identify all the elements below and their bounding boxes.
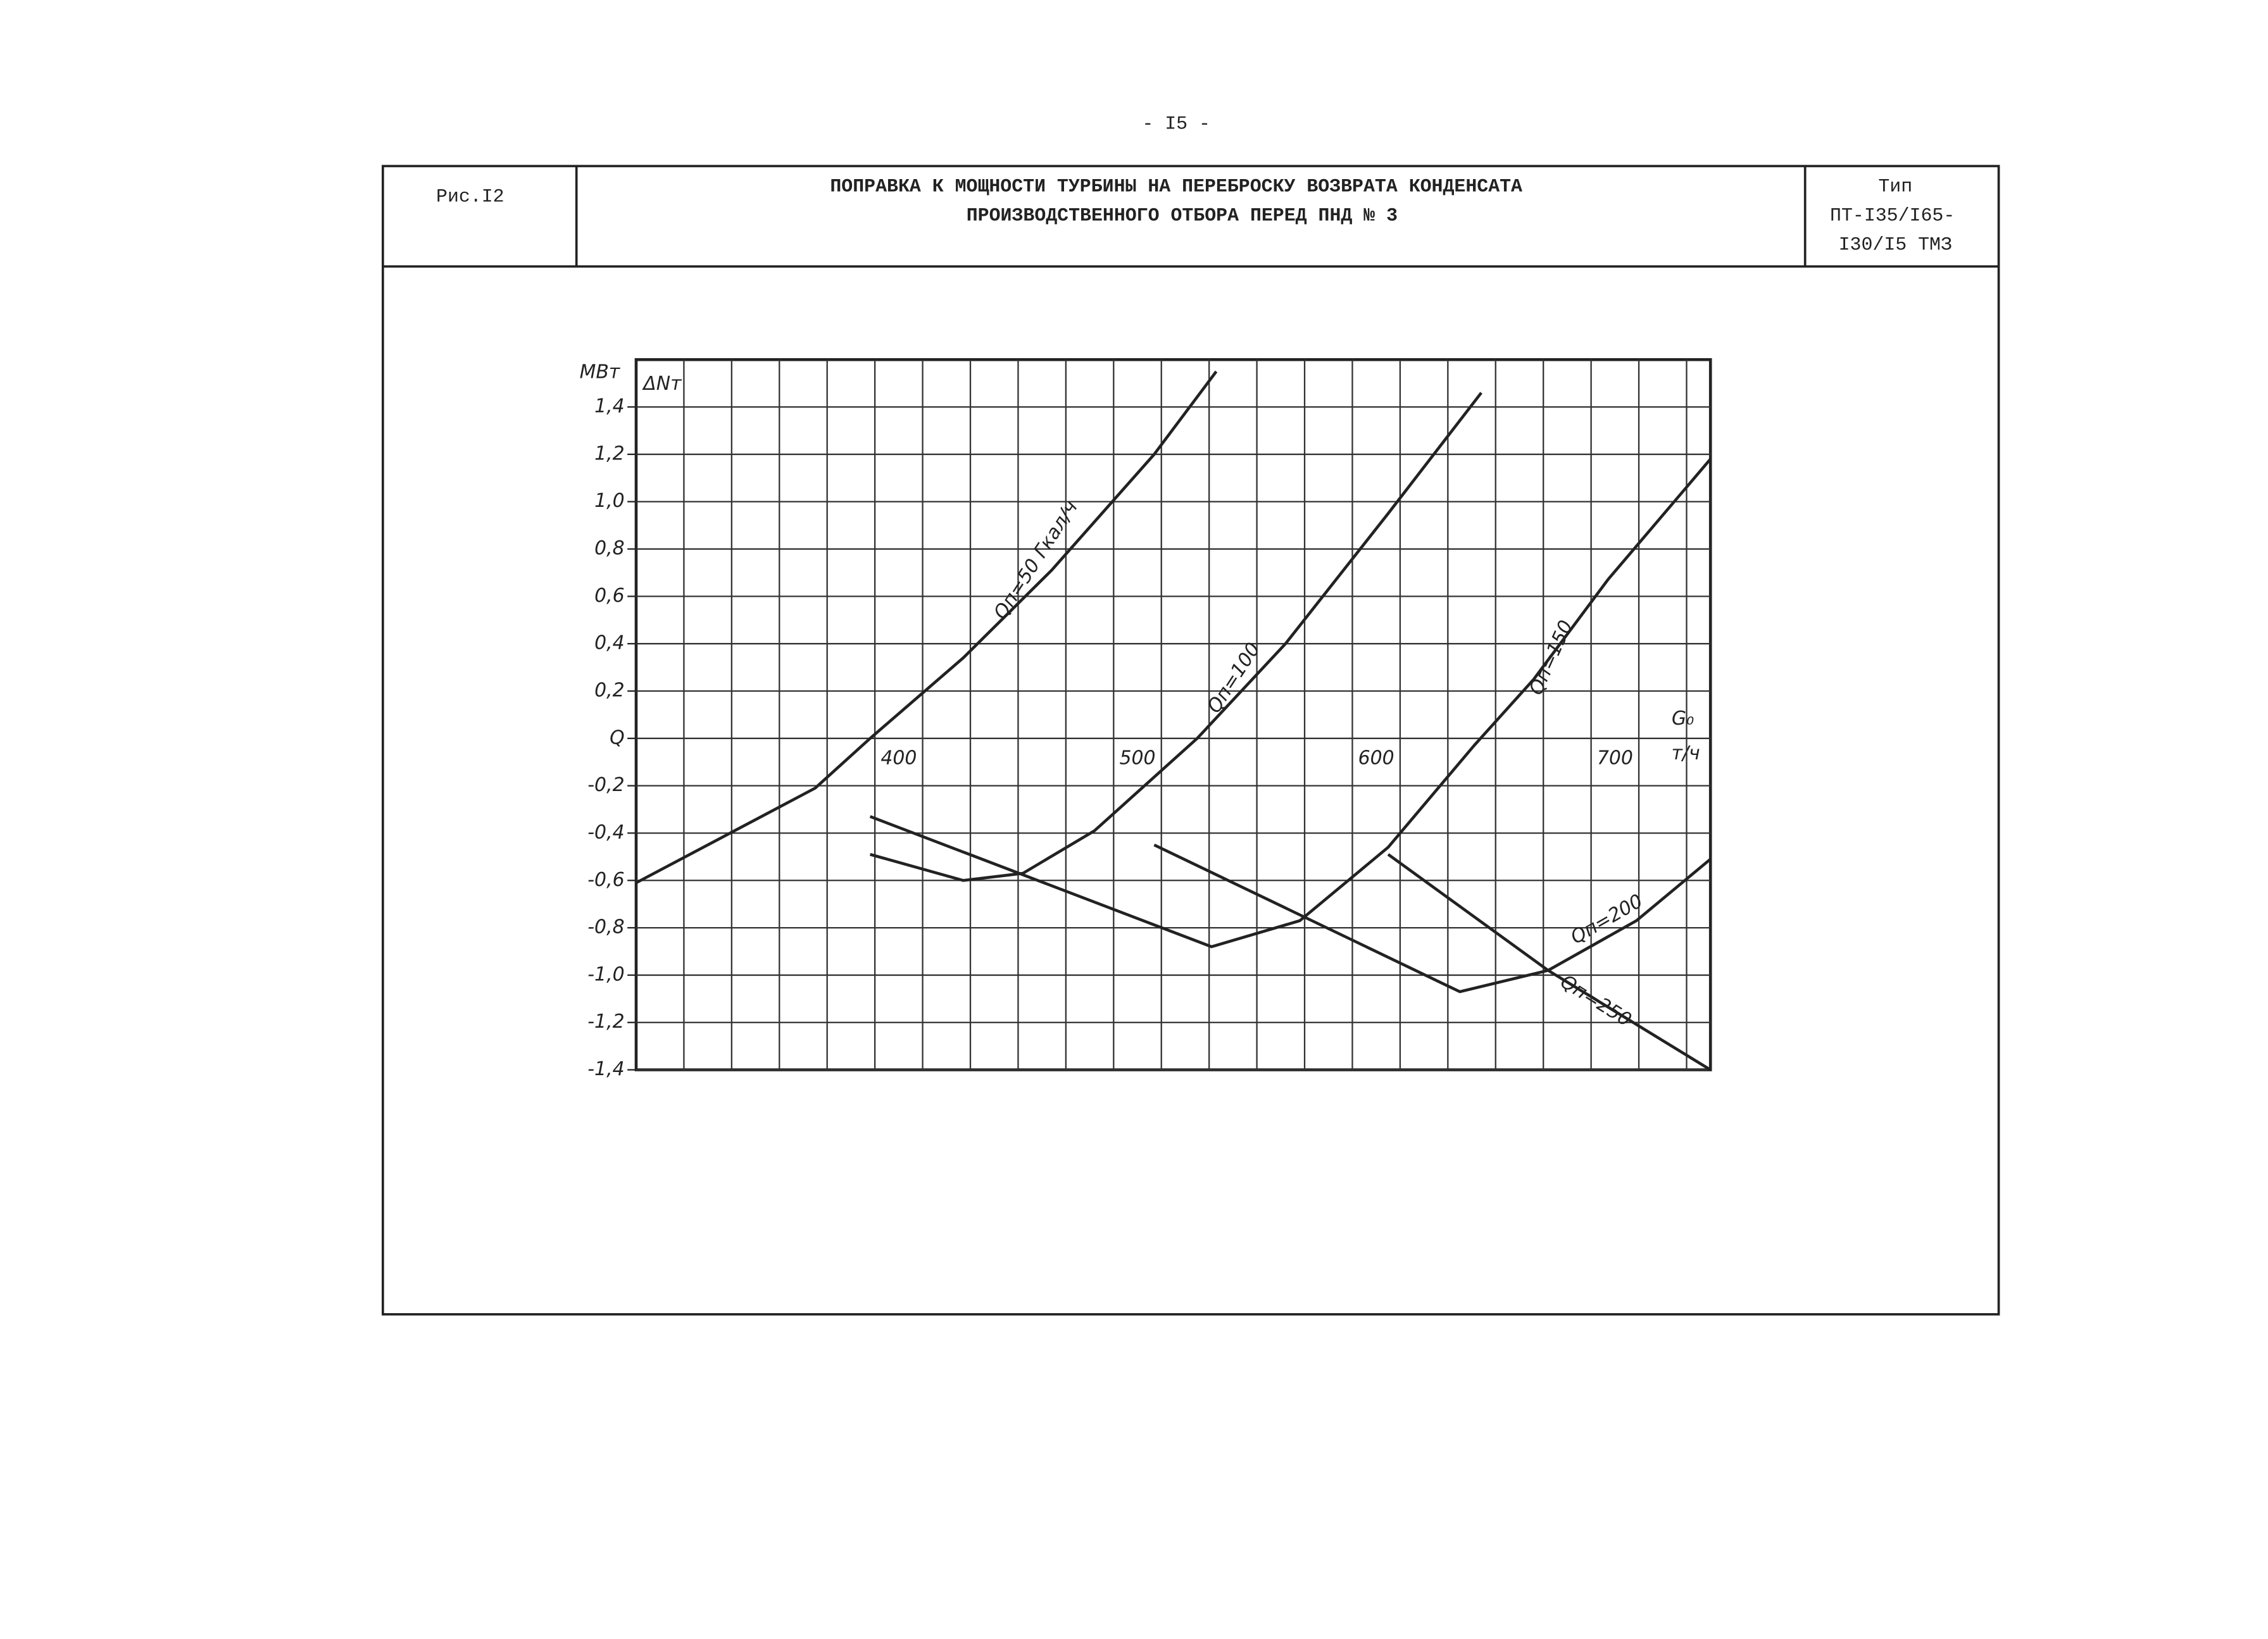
y-tick-label: Q — [610, 726, 625, 749]
curve — [635, 370, 1218, 885]
curve — [1387, 853, 1712, 1071]
type-label: Тип — [1878, 176, 1912, 197]
y-tick-label: -1,2 — [587, 1011, 624, 1033]
y-tick-label: 1,2 — [594, 442, 625, 464]
y-tick-label: 1,4 — [594, 396, 625, 418]
x-tick-label: 400 — [880, 747, 917, 770]
title: ПОПРАВКА К МОЩНОСТИ ТУРБИНЫ НА ПЕРЕБРОСК… — [830, 176, 1522, 197]
figure-number: Рис.I2 — [436, 186, 504, 208]
title: ПРОИЗВОДСТВЕННОГО ОТБОРА ПЕРЕД ПНД № 3 — [967, 204, 1398, 226]
page-number: - I5 - — [1142, 113, 1210, 135]
x-tick-label: 700 — [1597, 747, 1633, 770]
x-tick-label: 600 — [1358, 747, 1394, 770]
y-tick-label: -1,0 — [587, 963, 624, 985]
y-tick-label: 0,6 — [594, 585, 625, 607]
y-tick-label: -0,6 — [587, 869, 624, 891]
y-tick-label: -0,2 — [587, 774, 624, 796]
y-tick-label: 1,0 — [594, 490, 625, 512]
y-tick-label: -0,4 — [587, 821, 624, 844]
y-axis-label: ΔNт — [642, 373, 682, 395]
x-tick-label: 500 — [1120, 747, 1156, 770]
y-tick-label: -0,8 — [587, 916, 624, 938]
type-label: I30/I5 ТМЗ — [1839, 234, 1952, 255]
y-tick-label: 0,8 — [594, 537, 625, 559]
curve — [869, 392, 1482, 882]
frame — [381, 165, 2000, 1316]
type-label: ПТ-I35/I65- — [1830, 204, 1955, 226]
curve — [869, 458, 1712, 949]
y-unit: МВт — [580, 361, 621, 383]
y-tick-label: 0,2 — [594, 680, 625, 702]
x-axis-label: G₀ — [1672, 707, 1694, 730]
y-tick-label: 0,4 — [594, 632, 625, 654]
x-unit: т/ч — [1672, 742, 1700, 764]
y-tick-label: -1,4 — [587, 1058, 624, 1080]
